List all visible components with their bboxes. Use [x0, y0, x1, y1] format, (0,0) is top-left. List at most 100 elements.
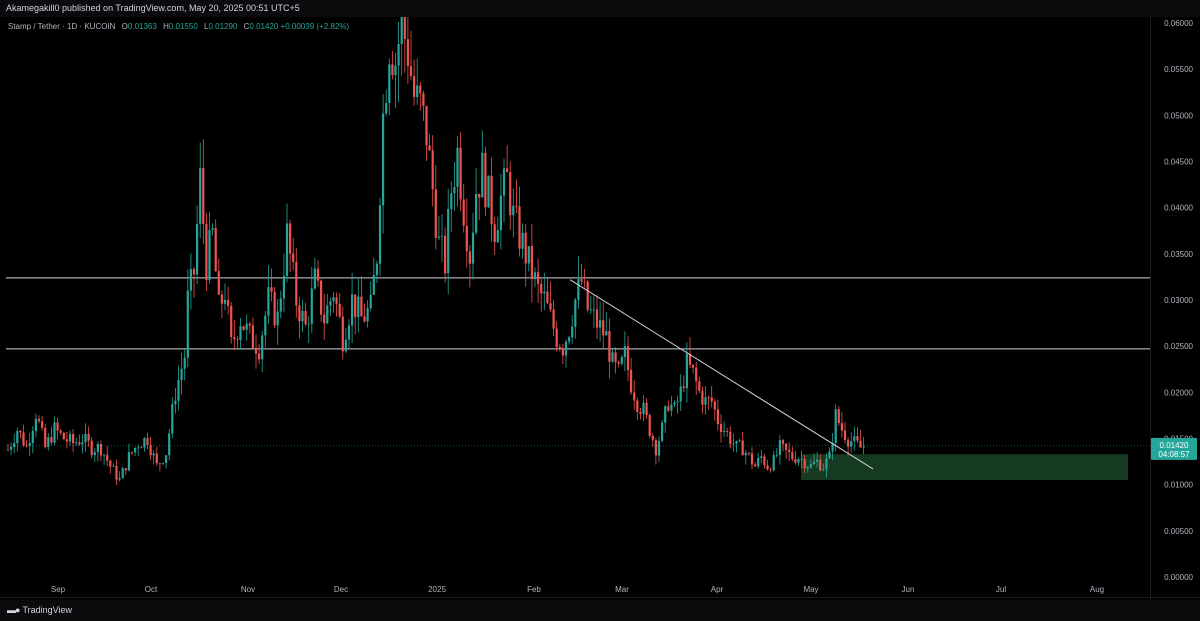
candle: [326, 293, 329, 325]
candle: [428, 134, 431, 152]
candle: [90, 437, 93, 459]
candle-body: [62, 432, 65, 440]
candle-body: [351, 294, 354, 326]
candle-body: [68, 434, 72, 442]
price-chart[interactable]: 0.06000 0.05500 0.05000 0.04500 0.04000 0.035…: [0, 17, 1200, 597]
candle-body: [165, 455, 168, 463]
candle: [676, 395, 679, 414]
publisher-line: Akamegakill0 published on TradingView.co…: [6, 3, 300, 13]
candle: [385, 89, 388, 117]
candle: [168, 429, 171, 461]
x-tick-label: Jun: [902, 585, 915, 594]
high-label: H: [163, 22, 169, 31]
candle-body: [571, 326, 574, 338]
price-tag-bg: [1151, 437, 1197, 460]
price-tag-countdown: 04:08:57: [1158, 450, 1190, 459]
candle-body: [425, 105, 428, 146]
candle-body: [44, 427, 47, 448]
candle-body: [763, 456, 766, 466]
candle: [59, 428, 62, 436]
candle-body: [499, 195, 502, 231]
candle-body: [10, 446, 13, 450]
candle-body: [639, 412, 642, 414]
candle-body: [487, 175, 490, 208]
candle-body: [295, 261, 298, 306]
candle-body: [109, 460, 112, 467]
candle-body: [149, 444, 152, 456]
demand-zone[interactable]: [801, 454, 1128, 481]
candle: [292, 237, 295, 271]
candle-body: [282, 275, 285, 299]
candle: [862, 436, 865, 455]
candle: [369, 281, 372, 312]
candle-body: [533, 272, 537, 280]
candle: [769, 467, 772, 473]
candle: [413, 59, 416, 106]
candle-body: [217, 271, 220, 295]
candle-body: [769, 469, 772, 471]
candle: [149, 437, 152, 460]
candle-body: [592, 309, 595, 311]
candle: [347, 319, 351, 348]
candle: [688, 337, 692, 368]
candle: [800, 450, 803, 469]
candle: [121, 466, 124, 479]
candle-body: [791, 452, 794, 460]
candle-body: [248, 323, 251, 326]
candle: [251, 317, 254, 349]
candle-body: [146, 438, 149, 445]
tradingview-logo[interactable]: ▬● TradingView: [7, 605, 72, 615]
candle: [512, 188, 515, 238]
candle-body: [413, 76, 416, 98]
candle-body: [335, 297, 338, 304]
candle: [115, 459, 118, 486]
candle: [254, 334, 258, 369]
candle-body: [434, 189, 437, 238]
candle-body: [676, 401, 679, 403]
candle: [189, 253, 192, 310]
candle-body: [490, 175, 493, 225]
open-label: O: [121, 22, 128, 31]
candle-body: [555, 328, 558, 348]
candle-body: [341, 316, 344, 352]
candle: [93, 448, 96, 462]
candle-body: [747, 452, 750, 454]
candle: [388, 58, 391, 116]
candle: [403, 17, 406, 73]
candle: [707, 395, 710, 410]
candle: [620, 354, 623, 366]
candle-body: [258, 353, 261, 360]
candle: [329, 297, 332, 317]
candle-body: [75, 442, 78, 444]
symbol-name: Stamp / Tether · 1D · KUCOIN: [8, 22, 116, 31]
candle-body: [106, 454, 109, 461]
candle-body: [543, 291, 546, 294]
candle-body: [812, 461, 816, 465]
candle: [729, 426, 732, 449]
candle: [546, 278, 549, 305]
candle: [44, 423, 47, 449]
candle-body: [279, 298, 282, 312]
candle: [605, 311, 608, 336]
candle: [434, 164, 437, 250]
candle: [673, 400, 676, 408]
candle: [75, 437, 78, 447]
candle: [78, 434, 81, 446]
candle-body: [400, 17, 403, 45]
candle-body: [695, 367, 698, 382]
candle: [695, 361, 698, 395]
candle-body: [468, 251, 471, 264]
candle: [735, 440, 738, 453]
candle-body: [223, 299, 227, 304]
descending-trendline[interactable]: [569, 279, 874, 470]
candle: [834, 404, 837, 452]
candle: [499, 173, 502, 250]
candle-body: [366, 308, 369, 322]
candle-body: [843, 430, 847, 441]
candle: [828, 447, 831, 459]
candle-body: [496, 230, 499, 243]
candle: [819, 454, 822, 472]
candle: [555, 321, 558, 352]
candle: [757, 453, 760, 469]
